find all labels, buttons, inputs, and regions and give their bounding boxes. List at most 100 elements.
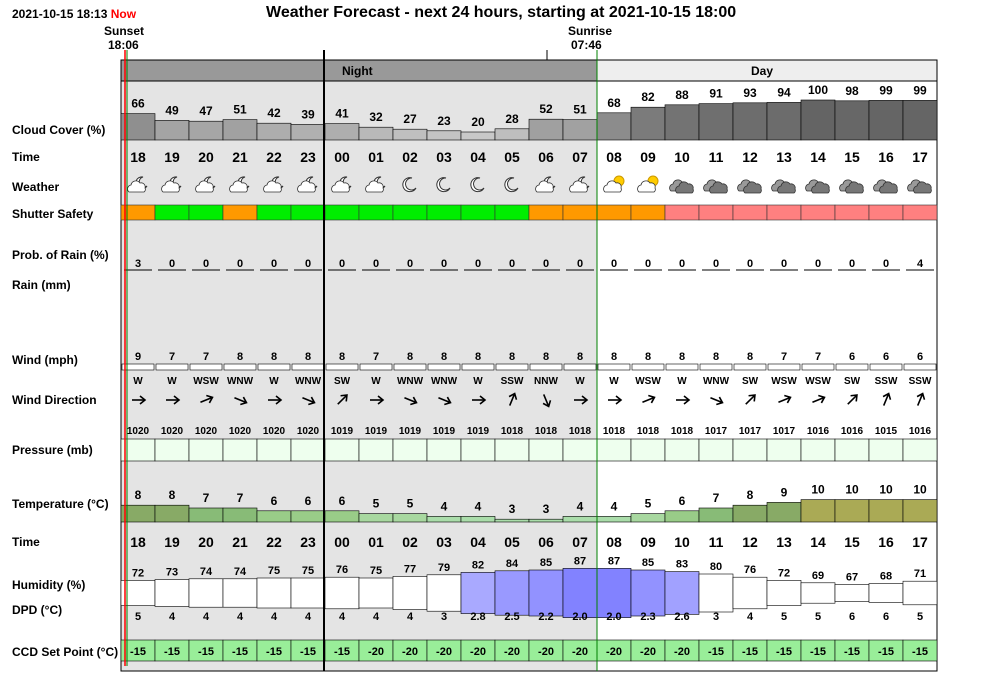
time-cell: 17	[912, 534, 928, 550]
wind-arrow-icon	[882, 392, 892, 406]
wind-speed-value: 8	[237, 351, 243, 363]
shutter-safety-cell	[290, 204, 326, 221]
humidity-bar	[358, 577, 394, 609]
ccd-set-point-value: -15	[810, 646, 826, 658]
wind-speed-bar	[223, 363, 257, 371]
temperature-value: 10	[811, 483, 825, 497]
wind-arrow-head	[173, 395, 181, 405]
wind-speed-value: 8	[339, 351, 345, 363]
temperature-value: 8	[747, 488, 754, 502]
humidity-bar	[528, 569, 564, 617]
time-cell: 13	[776, 149, 792, 165]
clear-night-icon	[470, 177, 485, 193]
rain-probability-value: 3	[135, 258, 141, 270]
dpd-value: 2.2	[538, 611, 553, 623]
time-cell: 10	[674, 534, 690, 550]
wind-direction-value: W	[575, 376, 585, 387]
cloudy-icon	[703, 179, 728, 194]
humidity-bar	[290, 577, 326, 609]
temperature-bar	[766, 502, 802, 523]
humidity-bar	[154, 579, 190, 607]
humidity-value: 67	[846, 571, 858, 583]
wind-direction-value: SW	[742, 376, 759, 387]
wind-speed-value: 7	[203, 351, 209, 363]
pressure-cell	[562, 438, 598, 462]
cloud-cover-bar	[120, 113, 156, 141]
wind-arrow-shaft	[745, 395, 755, 405]
temperature-value: 9	[781, 485, 788, 499]
temperature-bar	[120, 504, 156, 523]
ccd-set-point-value: -15	[198, 646, 214, 658]
humidity-bar	[698, 573, 734, 613]
wind-arrow-shaft	[642, 396, 654, 404]
rain-probability-value: 0	[577, 258, 583, 270]
cloud-shape	[229, 180, 248, 193]
shutter-safety-cell	[358, 204, 394, 221]
humidity-bar	[222, 578, 258, 608]
wind-direction-value: WNW	[397, 376, 424, 387]
cloud-cover-bar	[902, 100, 938, 141]
temperature-bar	[222, 507, 258, 523]
current-timestamp: 2021-10-15 18:13 Now	[12, 7, 136, 21]
temperature-value: 10	[913, 483, 927, 497]
cloud-shape	[161, 180, 180, 193]
rain-probability-value: 0	[407, 258, 413, 270]
temperature-bar	[800, 499, 836, 523]
cloud-cover-value: 99	[879, 83, 893, 97]
shutter-safety-cell	[630, 204, 666, 221]
cloud-shape	[879, 181, 898, 194]
cloudy-icon	[873, 179, 898, 194]
cloud-shape	[195, 180, 214, 193]
dpd-value: 2.0	[572, 611, 587, 623]
cloud-cover-value: 93	[743, 86, 757, 100]
humidity-value: 85	[540, 557, 552, 569]
pressure-value: 1019	[331, 426, 354, 437]
ccd-set-point-row: -15 -15 -15 -15 -15 -15 -15 -20 -20 -20 -20 -20 -20 -…	[120, 639, 938, 662]
humidity-bar	[392, 576, 428, 610]
partly-cloudy-night-icon	[127, 176, 148, 193]
wind-direction-value: WNW	[703, 376, 730, 387]
wind-arrow-head	[206, 394, 214, 404]
marker-lines	[124, 50, 598, 671]
time-cell: 22	[266, 149, 282, 165]
wind-speed-value: 8	[747, 351, 753, 363]
wind-direction-value: SSW	[501, 376, 524, 387]
pressure-cell	[222, 438, 258, 462]
cloud-cover-bar	[460, 131, 496, 141]
wind-speed-value: 8	[271, 351, 277, 363]
temperature-bar	[528, 518, 564, 523]
wind-speed-value: 8	[475, 351, 481, 363]
cloud-cover-value: 91	[709, 87, 723, 101]
rain-probability-value: 0	[475, 258, 481, 270]
wind-direction-value: NNW	[534, 376, 558, 387]
time-cell: 14	[810, 149, 826, 165]
dpd-value: 6	[849, 611, 855, 623]
humidity-value: 83	[676, 559, 688, 571]
pressure-value: 1019	[365, 426, 388, 437]
partly-cloudy-night-icon	[195, 176, 216, 193]
humidity-bar	[800, 582, 836, 604]
cloud-shape	[743, 181, 762, 194]
temperature-value: 4	[475, 499, 482, 513]
wind-direction-value: W	[167, 376, 177, 387]
ccd-set-point-value: -20	[572, 646, 588, 658]
cloud-cover-bar	[630, 106, 666, 141]
wind-speed-bar	[257, 363, 291, 371]
wind-speed-value: 7	[815, 351, 821, 363]
wind-speed-value: 8	[679, 351, 685, 363]
pressure-cell	[460, 438, 496, 462]
humidity-bar	[256, 577, 292, 609]
wind-speed-value: 6	[883, 351, 889, 363]
day-label: Day	[751, 64, 774, 78]
shutter-safety-cell	[154, 204, 190, 221]
humidity-value: 76	[336, 564, 348, 576]
wind-speed-value: 8	[713, 351, 719, 363]
pressure-value: 1020	[297, 426, 320, 437]
time-cell: 07	[572, 149, 588, 165]
shutter-safety-cell	[562, 204, 598, 221]
night-label: Night	[342, 64, 373, 78]
temperature-value: 8	[169, 488, 176, 502]
wind-speed-bar	[359, 363, 393, 371]
cloud-cover-bar	[698, 103, 734, 141]
rain-label: Rain (mm)	[12, 278, 71, 292]
